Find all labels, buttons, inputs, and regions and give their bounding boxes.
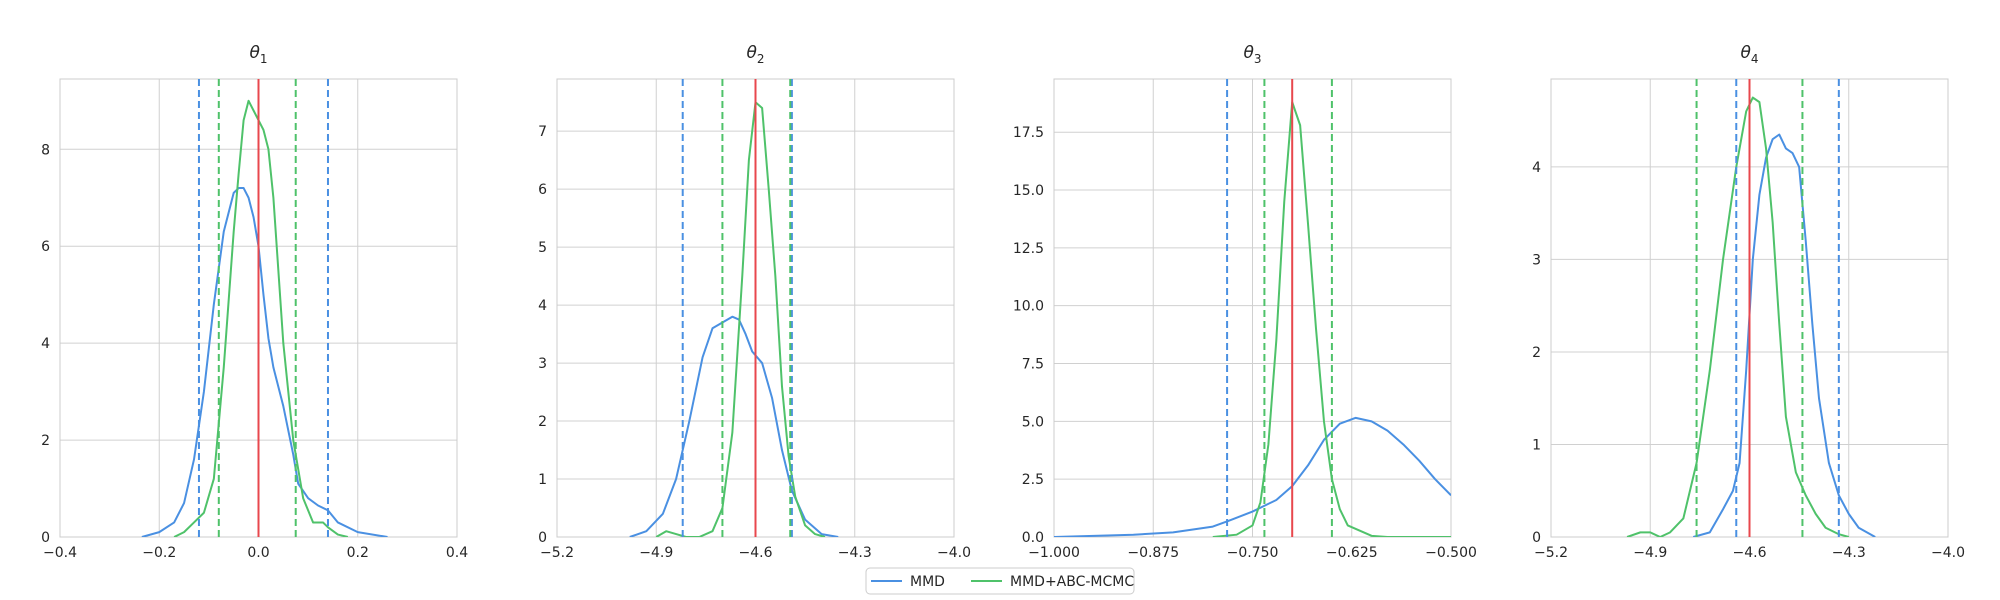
x-tick-label: 0.0 xyxy=(247,545,269,561)
panel-2: −5.2 −4.9 −4.6 −4.3 −4.0 0 1 2 3 4 5 6 7 θ2 xyxy=(538,43,971,561)
density-line-mmd xyxy=(629,315,839,537)
y-tick-label: 15.0 xyxy=(1013,183,1044,199)
y-tick-label: 5 xyxy=(538,240,547,256)
density-line-mmd-abc-mcmc xyxy=(173,99,349,537)
y-tick-label: 7.5 xyxy=(1022,357,1044,373)
legend: MMD MMD+ABC-MCMC xyxy=(865,567,1135,595)
x-tick-label: 0.4 xyxy=(446,545,468,561)
x-tick-label: −0.875 xyxy=(1127,545,1179,561)
density-line-mmd xyxy=(141,187,388,537)
x-tick-label: −4.9 xyxy=(1633,545,1667,561)
y-tick-label: 4 xyxy=(1532,160,1541,176)
x-tick-label: −4.0 xyxy=(937,545,971,561)
x-tick-label: −0.500 xyxy=(1425,545,1477,561)
plot-frame xyxy=(1053,78,1452,538)
x-tick-label: −0.4 xyxy=(43,545,77,561)
y-tick-label: 0 xyxy=(41,530,50,546)
panel-title: θ4 xyxy=(1740,43,1758,66)
plot-area xyxy=(1626,79,1876,537)
legend-label-abc: MMD+ABC-MCMC xyxy=(1010,574,1134,590)
y-tick-label: 2 xyxy=(41,433,50,449)
y-tick-label: 3 xyxy=(1532,252,1541,268)
y-tick-label: 0 xyxy=(538,530,547,546)
plot-area xyxy=(1054,79,1451,537)
y-tick-label: 12.5 xyxy=(1013,241,1044,257)
plot-area xyxy=(629,79,839,537)
plot-area xyxy=(141,79,388,537)
x-tick-label: −0.2 xyxy=(142,545,176,561)
y-tick-label: 2 xyxy=(538,414,547,430)
x-tick-label: −5.2 xyxy=(1534,545,1568,561)
panels: −0.4 −0.2 0.0 0.2 0.4 0 2 4 6 8 θ1 −5.2 −4.9 −4.6 −4.3… xyxy=(41,43,1965,561)
y-tick-label: 0 xyxy=(1532,530,1541,546)
x-tick-label: −0.750 xyxy=(1227,545,1279,561)
y-tick-label: 10.0 xyxy=(1013,299,1044,315)
panel-4: −5.2 −4.9 −4.6 −4.3 −4.0 0 1 2 3 4 θ4 xyxy=(1532,43,1965,561)
x-tick-label: −0.625 xyxy=(1326,545,1378,561)
density-line-mmd-abc-mcmc xyxy=(1626,96,1850,537)
legend-label-mmd: MMD xyxy=(910,574,945,590)
panel-title: θ3 xyxy=(1243,43,1261,66)
density-line-mmd-abc-mcmc xyxy=(1212,101,1451,537)
y-tick-label: 5.0 xyxy=(1022,414,1044,430)
x-tick-label: 0.2 xyxy=(347,545,369,561)
y-tick-label: 3 xyxy=(538,356,547,372)
y-tick-label: 8 xyxy=(41,142,50,158)
x-tick-label: −4.0 xyxy=(1931,545,1965,561)
x-tick-label: −4.3 xyxy=(1832,545,1866,561)
y-tick-label: 2 xyxy=(1532,345,1541,361)
density-line-mmd-abc-mcmc xyxy=(655,101,826,537)
panel-title: θ1 xyxy=(249,43,267,66)
y-tick-label: 17.5 xyxy=(1013,125,1044,141)
x-tick-label: −4.6 xyxy=(1733,545,1767,561)
density-line-mmd xyxy=(1054,416,1451,537)
y-tick-label: 6 xyxy=(41,239,50,255)
y-tick-label: 2.5 xyxy=(1022,472,1044,488)
y-tick-label: 0.0 xyxy=(1022,530,1044,546)
y-tick-label: 6 xyxy=(538,182,547,198)
panel-3: −1.000 −0.875 −0.750 −0.625 −0.500 0.0 2.5 5.0 7… xyxy=(1013,43,1477,561)
panel-1: −0.4 −0.2 0.0 0.2 0.4 0 2 4 6 8 θ1 xyxy=(41,43,468,561)
y-tick-label: 1 xyxy=(538,472,547,488)
y-tick-label: 1 xyxy=(1532,437,1541,453)
y-tick-label: 7 xyxy=(538,124,547,140)
x-tick-label: −4.3 xyxy=(838,545,872,561)
panel-title: θ2 xyxy=(746,43,764,66)
y-tick-label: 4 xyxy=(538,298,547,314)
x-tick-label: −1.000 xyxy=(1028,545,1080,561)
y-tick-label: 4 xyxy=(41,336,50,352)
x-tick-label: −4.9 xyxy=(639,545,673,561)
x-tick-label: −4.6 xyxy=(739,545,773,561)
density-line-mmd xyxy=(1692,133,1876,537)
x-tick-label: −5.2 xyxy=(540,545,574,561)
